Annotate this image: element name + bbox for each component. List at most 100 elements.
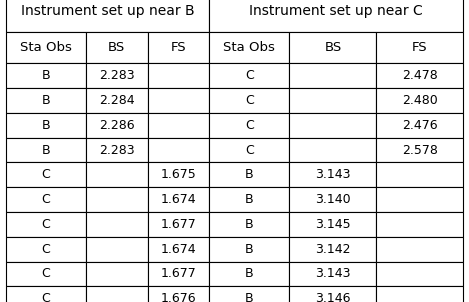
Text: 1.674: 1.674 xyxy=(160,243,196,256)
Bar xyxy=(289,162,377,187)
Bar xyxy=(289,113,377,138)
Bar xyxy=(86,32,148,63)
Text: Instrument set up near C: Instrument set up near C xyxy=(250,4,423,18)
Text: B: B xyxy=(41,69,50,82)
Text: 2.476: 2.476 xyxy=(402,119,438,132)
Text: 2.578: 2.578 xyxy=(402,143,438,157)
Bar xyxy=(6,138,86,162)
Bar xyxy=(377,88,463,113)
Text: 3.146: 3.146 xyxy=(315,292,351,302)
Text: 3.143: 3.143 xyxy=(315,168,351,182)
Text: C: C xyxy=(245,69,254,82)
Bar xyxy=(6,113,86,138)
Text: B: B xyxy=(245,267,254,281)
Text: 3.145: 3.145 xyxy=(315,218,351,231)
Bar xyxy=(86,138,148,162)
Bar xyxy=(209,32,289,63)
Bar xyxy=(6,162,86,187)
Text: 3.140: 3.140 xyxy=(315,193,351,206)
Bar xyxy=(377,113,463,138)
Bar xyxy=(148,162,209,187)
Text: C: C xyxy=(41,218,50,231)
Text: C: C xyxy=(41,168,50,182)
Bar xyxy=(148,212,209,237)
Text: Sta Obs: Sta Obs xyxy=(223,41,275,54)
Text: B: B xyxy=(41,143,50,157)
Text: 2.478: 2.478 xyxy=(402,69,438,82)
Text: 2.480: 2.480 xyxy=(402,94,438,107)
Bar xyxy=(148,63,209,88)
Bar xyxy=(377,286,463,302)
Text: 2.286: 2.286 xyxy=(99,119,135,132)
Bar xyxy=(209,187,289,212)
Text: B: B xyxy=(41,119,50,132)
Text: 2.283: 2.283 xyxy=(99,69,135,82)
Text: B: B xyxy=(245,168,254,182)
Bar xyxy=(289,138,377,162)
Bar xyxy=(86,113,148,138)
Text: C: C xyxy=(245,94,254,107)
Bar xyxy=(148,286,209,302)
Text: 2.284: 2.284 xyxy=(99,94,135,107)
Bar xyxy=(289,63,377,88)
Text: C: C xyxy=(41,243,50,256)
Text: FS: FS xyxy=(171,41,186,54)
Text: 1.677: 1.677 xyxy=(160,267,197,281)
Bar xyxy=(289,237,377,262)
Bar xyxy=(209,286,289,302)
Bar xyxy=(148,32,209,63)
Bar xyxy=(289,88,377,113)
Text: C: C xyxy=(41,267,50,281)
Text: C: C xyxy=(41,292,50,302)
Bar xyxy=(209,88,289,113)
Text: 3.142: 3.142 xyxy=(315,243,351,256)
Text: C: C xyxy=(245,143,254,157)
Text: 1.676: 1.676 xyxy=(160,292,196,302)
Bar xyxy=(209,162,289,187)
Text: B: B xyxy=(245,218,254,231)
Text: 1.674: 1.674 xyxy=(160,193,196,206)
Bar xyxy=(86,187,148,212)
Bar xyxy=(148,138,209,162)
Bar xyxy=(6,286,86,302)
Text: B: B xyxy=(245,243,254,256)
Bar xyxy=(6,63,86,88)
Bar xyxy=(377,237,463,262)
Bar xyxy=(289,286,377,302)
Text: B: B xyxy=(245,292,254,302)
Text: FS: FS xyxy=(412,41,428,54)
Bar xyxy=(6,0,209,32)
Text: 2.283: 2.283 xyxy=(99,143,135,157)
Text: B: B xyxy=(41,94,50,107)
Bar xyxy=(289,32,377,63)
Text: BS: BS xyxy=(108,41,125,54)
Text: C: C xyxy=(41,193,50,206)
Bar xyxy=(377,187,463,212)
Bar xyxy=(209,212,289,237)
Bar xyxy=(209,262,289,286)
Bar xyxy=(377,212,463,237)
Bar xyxy=(86,63,148,88)
Bar xyxy=(6,262,86,286)
Text: 3.143: 3.143 xyxy=(315,267,351,281)
Bar xyxy=(6,32,86,63)
Bar xyxy=(148,88,209,113)
Bar xyxy=(377,262,463,286)
Bar xyxy=(289,262,377,286)
Bar xyxy=(377,138,463,162)
Bar xyxy=(209,113,289,138)
Text: 1.677: 1.677 xyxy=(160,218,197,231)
Bar xyxy=(6,88,86,113)
Bar xyxy=(86,212,148,237)
Text: C: C xyxy=(245,119,254,132)
Bar xyxy=(377,63,463,88)
Bar xyxy=(289,212,377,237)
Bar xyxy=(209,138,289,162)
Bar xyxy=(86,262,148,286)
Text: B: B xyxy=(245,193,254,206)
Bar xyxy=(6,237,86,262)
Text: 1.675: 1.675 xyxy=(160,168,197,182)
Bar xyxy=(148,237,209,262)
Bar xyxy=(209,0,463,32)
Bar xyxy=(148,262,209,286)
